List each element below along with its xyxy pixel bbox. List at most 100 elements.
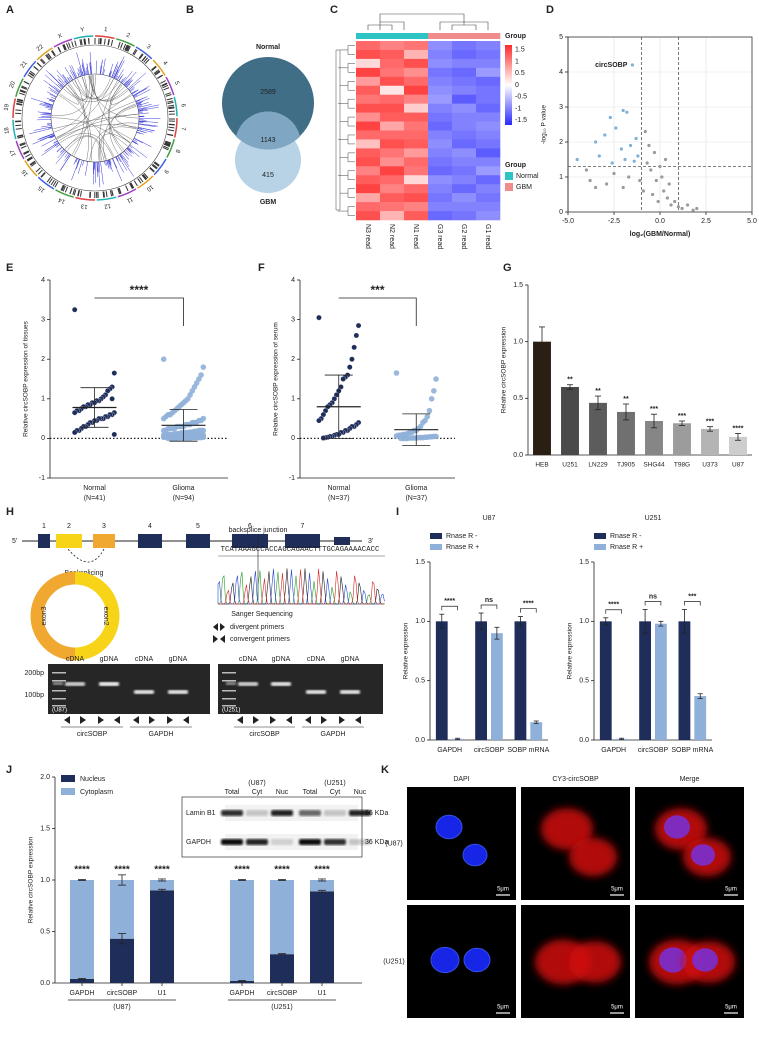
y-tick-label: 1: [559, 174, 563, 181]
ladder-band: [52, 698, 66, 700]
x-tick-label: SHG44: [643, 462, 665, 469]
link: [72, 79, 85, 155]
x-tick-label: HEB: [535, 462, 548, 469]
x-tick-label: GAPDH: [437, 747, 462, 754]
heat-cell: [404, 184, 429, 194]
column-label: N2 read: [388, 224, 395, 249]
cytoband: [151, 65, 157, 71]
cell-label: (U87): [248, 780, 266, 787]
heat-cell: [404, 76, 429, 87]
exon-number: 4: [148, 523, 152, 530]
group-bar: [452, 33, 477, 39]
heat-cell: [356, 121, 381, 131]
heat-cell: [428, 175, 453, 185]
heat-cell: [380, 202, 405, 212]
track-spike: [115, 156, 119, 161]
track-spike: [56, 147, 63, 153]
heat-cell: [428, 41, 453, 51]
dendrogram: [367, 13, 489, 30]
blot-band: [349, 810, 371, 816]
track-spike: [61, 74, 69, 84]
cytoband: [167, 104, 175, 107]
track-spike: [124, 78, 130, 86]
heat-cell: [428, 121, 453, 131]
significance: ***: [678, 413, 686, 420]
link: [53, 113, 138, 129]
track-spike: [46, 105, 53, 108]
colorbar: [505, 45, 512, 125]
y-tick-label: 5: [559, 34, 563, 41]
point: [625, 110, 629, 114]
bar: [701, 428, 719, 455]
chromosome-arc: [135, 46, 153, 60]
bar: [270, 954, 294, 983]
chromosome-arc: [37, 176, 55, 190]
track-spike: [137, 103, 152, 108]
primer-icon: [355, 716, 361, 724]
track-spike: [86, 63, 89, 75]
cytoband: [154, 70, 160, 75]
venn-count: 415: [262, 172, 274, 179]
track-spike: [138, 121, 147, 123]
track-spike: [136, 102, 142, 105]
point: [71, 429, 78, 436]
cytoband: [165, 140, 172, 144]
panel-label: D: [546, 4, 554, 16]
point: [676, 205, 681, 209]
gel-band: [340, 690, 360, 694]
cytoband: [29, 70, 36, 76]
sig-bracket: [520, 608, 537, 613]
axis-label: Relative expression: [567, 622, 574, 679]
cytoband: [122, 43, 127, 50]
track-spike: [97, 161, 101, 188]
track-spike: [59, 84, 64, 89]
y-tick-label: 4: [559, 69, 563, 76]
bar: [491, 633, 503, 740]
cytoband: [137, 178, 142, 184]
point: [349, 356, 355, 362]
frame: [567, 36, 753, 213]
chromosome-arc: [137, 175, 154, 189]
cytoband: [19, 89, 26, 93]
track-spike: [123, 80, 128, 85]
exon: [232, 534, 268, 548]
point-label: circSOBP: [595, 62, 628, 69]
track-spike: [45, 112, 52, 114]
cytoband: [68, 42, 71, 49]
heat-cell: [476, 130, 501, 140]
colorbar-tick: -0.5: [515, 94, 527, 101]
link: [73, 75, 93, 156]
track-spike: [113, 56, 125, 79]
cytoband: [107, 39, 110, 46]
x-tick-sublabel: (N=41): [84, 495, 106, 502]
y-tick-label: 0.5: [579, 678, 589, 685]
cell-label: (U251): [324, 780, 345, 787]
panel-label: K: [381, 764, 389, 776]
chromosome-arc: [15, 78, 24, 97]
link: [57, 124, 138, 139]
cytoband: [124, 44, 128, 51]
cytoband: [164, 142, 171, 146]
cytoband: [30, 162, 37, 167]
heat-cell: [476, 139, 501, 149]
point: [111, 370, 118, 376]
track-spike: [53, 140, 58, 144]
track-spike: [137, 127, 143, 130]
exon-number: 6: [248, 523, 252, 530]
row-label: (U87): [385, 840, 403, 847]
heat-cell: [428, 103, 453, 113]
track-spike: [112, 65, 119, 78]
y-tick-label: 1.5: [40, 825, 50, 832]
track-spike: [86, 67, 88, 75]
heat-cell: [476, 103, 501, 113]
backsplice-arc: [67, 548, 105, 563]
cytoband: [30, 161, 36, 166]
cytoband: [27, 157, 33, 162]
cytoband: [167, 101, 174, 105]
exon-number: 7: [301, 523, 305, 530]
track-spike: [49, 135, 55, 139]
cytoband: [16, 101, 23, 104]
point: [634, 136, 638, 141]
heat-cell: [428, 49, 453, 60]
